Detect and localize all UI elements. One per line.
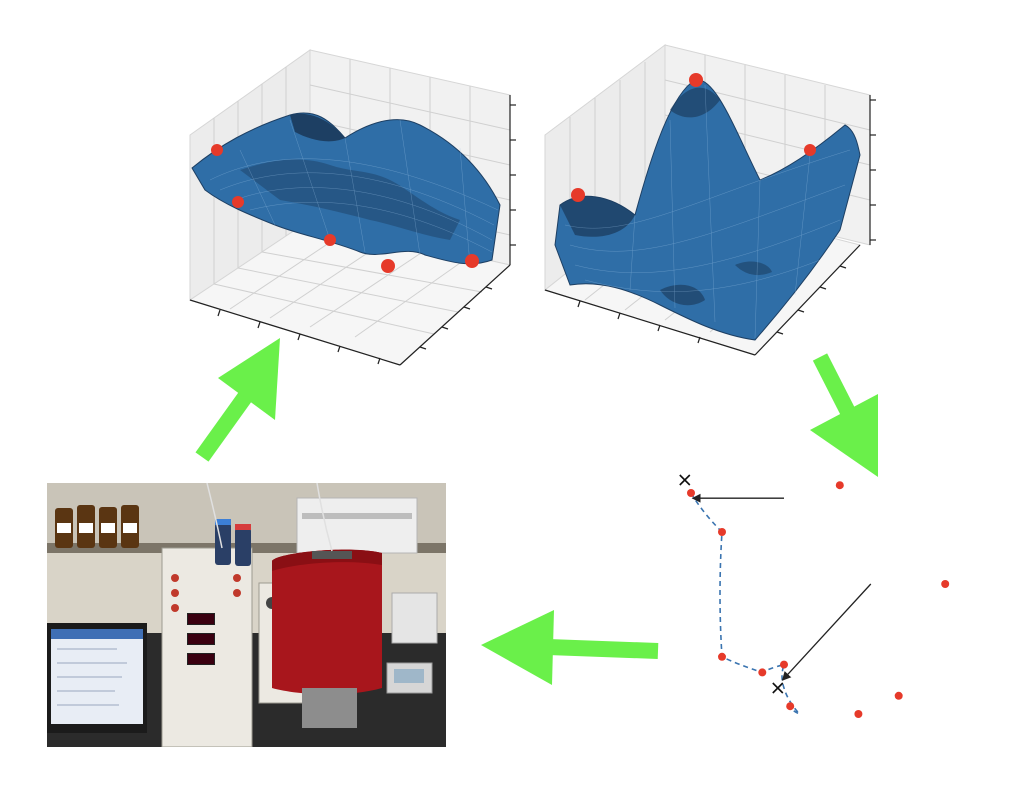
sample-point <box>941 580 950 588</box>
sample-point <box>211 144 223 156</box>
sample-point <box>786 702 795 711</box>
sample-point <box>232 196 244 208</box>
sample-point <box>835 481 844 490</box>
optimization-trajectory-plot <box>640 460 990 760</box>
sample-point <box>324 234 336 246</box>
sample-point <box>689 73 703 87</box>
sample-point <box>854 710 863 718</box>
arrow-down-right-icon <box>808 352 888 482</box>
surface-peaked <box>554 79 861 341</box>
sample-point <box>687 489 695 497</box>
sample-point <box>758 668 767 677</box>
sample-point <box>718 528 726 536</box>
sample-point <box>571 188 585 202</box>
cross-marker <box>679 474 691 486</box>
cross-marker <box>772 682 784 694</box>
arrow-left-icon <box>478 605 663 690</box>
arrow-up-right-icon <box>190 335 290 465</box>
sample-point <box>894 691 903 700</box>
trajectory-path <box>690 492 801 715</box>
sample-point <box>804 144 816 156</box>
sample-point <box>465 254 479 268</box>
surface-plot-left <box>180 40 525 375</box>
sample-point <box>780 660 788 669</box>
surface-plot-right <box>540 40 880 360</box>
sample-point <box>381 259 395 273</box>
lab-instrument-photo <box>47 483 446 747</box>
arrow-down-left-icon <box>781 583 872 681</box>
sample-point <box>718 652 726 661</box>
